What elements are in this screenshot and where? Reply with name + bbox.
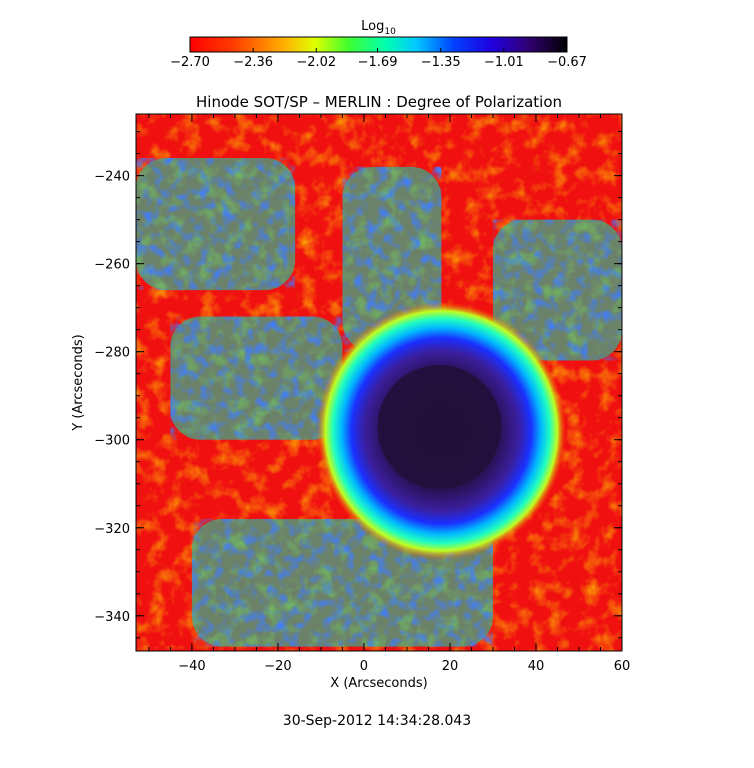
colorbar-tick-label: −2.70	[170, 55, 210, 70]
heatmap-image	[136, 114, 622, 651]
x-tick-label: 0	[360, 659, 368, 674]
network-left	[170, 316, 343, 440]
colorbar-tick-label: −2.02	[296, 55, 336, 70]
plot-frame	[135, 113, 623, 652]
colorbar-scale	[189, 36, 568, 53]
sunspot-umbra	[377, 364, 502, 489]
colorbar-tick-label: −0.67	[547, 55, 587, 70]
y-tick-label: −280	[94, 346, 130, 361]
colorbar-label: Log10	[361, 19, 396, 37]
x-tick-label: 60	[614, 659, 631, 674]
x-tick-label: 40	[528, 659, 545, 674]
colorbar-tick-label: −2.36	[233, 55, 273, 70]
network-upper-left	[136, 158, 296, 291]
y-tick-label: −240	[94, 170, 130, 185]
y-tick-label: −260	[94, 258, 130, 273]
x-axis-label: X (Arcseconds)	[330, 676, 427, 691]
x-axis: −40 −20 0 20 40 60	[148, 114, 631, 674]
x-tick-label: −40	[178, 659, 205, 674]
y-tick-label: −340	[94, 610, 130, 625]
y-axis: −240 −260 −280 −300 −320 −340	[94, 131, 622, 639]
chart-title: Hinode SOT/SP – MERLIN : Degree of Polar…	[196, 93, 562, 111]
y-axis-label: Y (Arcseconds)	[71, 334, 86, 431]
x-tick-label: −20	[264, 659, 291, 674]
colorbar-tick-label: −1.01	[484, 55, 524, 70]
x-tick-label: 20	[442, 659, 459, 674]
y-tick-label: −300	[94, 434, 130, 449]
y-tick-label: −320	[94, 522, 130, 537]
colorbar-tick-label: −1.35	[421, 55, 461, 70]
timestamp: 30-Sep-2012 14:34:28.043	[282, 713, 472, 729]
colorbar-tick-label: −1.69	[358, 55, 398, 70]
colorbar: Log10 −2.70 −2.36 −2.02 −1.69 −1.35 −1.01 −0.6…	[170, 19, 587, 70]
